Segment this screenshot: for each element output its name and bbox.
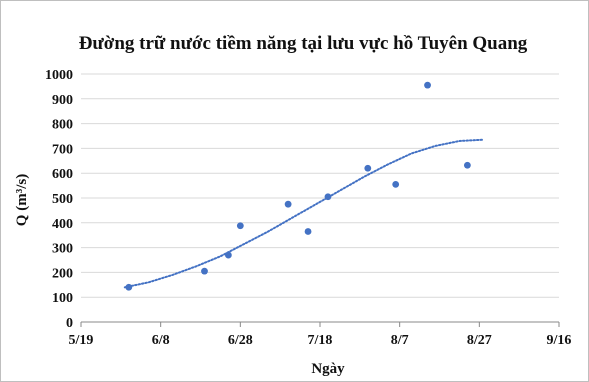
points-group <box>125 81 471 291</box>
data-point-2 <box>224 251 232 259</box>
y-tick-label-4: 400 <box>52 217 73 232</box>
data-point-7 <box>364 164 372 172</box>
x-axis-label: Ngày <box>311 361 345 377</box>
axes: 0 100 200 300 400 500 600 700 800 900 1000 5/19 6/8 6… <box>45 68 571 348</box>
data-point-3 <box>236 222 244 230</box>
data-point-6 <box>324 193 332 201</box>
y-axis-label: Q (m³/s) <box>14 174 30 226</box>
gridlines <box>81 73 559 298</box>
data-point-1 <box>201 267 208 275</box>
chart-title: Đường trữ nước tiềm năng tại lưu vực hồ … <box>79 33 528 54</box>
y-tick-label-6: 600 <box>52 167 73 182</box>
y-tick-label-9: 900 <box>52 93 73 108</box>
x-tick-label-3: 7/18 <box>308 333 333 348</box>
x-tick-label-5: 8/27 <box>467 333 492 348</box>
y-tick-label-0: 0 <box>66 316 73 331</box>
x-tick-label-0: 5/19 <box>69 333 94 348</box>
data-point-0 <box>125 283 133 291</box>
x-tick-label-1: 6/8 <box>152 333 170 348</box>
y-tick-label-2: 200 <box>52 266 73 281</box>
y-tick-label-7: 700 <box>52 142 73 157</box>
y-tick-label-10: 1000 <box>45 68 73 83</box>
data-point-8 <box>392 180 400 188</box>
data-point-10 <box>463 161 471 169</box>
x-tick-label-6: 9/16 <box>547 333 572 348</box>
data-point-5 <box>304 228 312 235</box>
trendline-group <box>123 138 485 289</box>
x-tick-label-4: 8/7 <box>391 333 409 348</box>
y-tick-label-3: 300 <box>52 242 73 257</box>
x-tick-label-2: 6/28 <box>228 333 253 348</box>
y-tick-label-1: 100 <box>52 291 73 306</box>
y-tick-label-8: 800 <box>52 118 73 133</box>
trendline <box>123 138 485 289</box>
data-point-9 <box>424 81 431 89</box>
y-tick-label-5: 500 <box>52 192 73 207</box>
data-point-4 <box>284 200 292 208</box>
